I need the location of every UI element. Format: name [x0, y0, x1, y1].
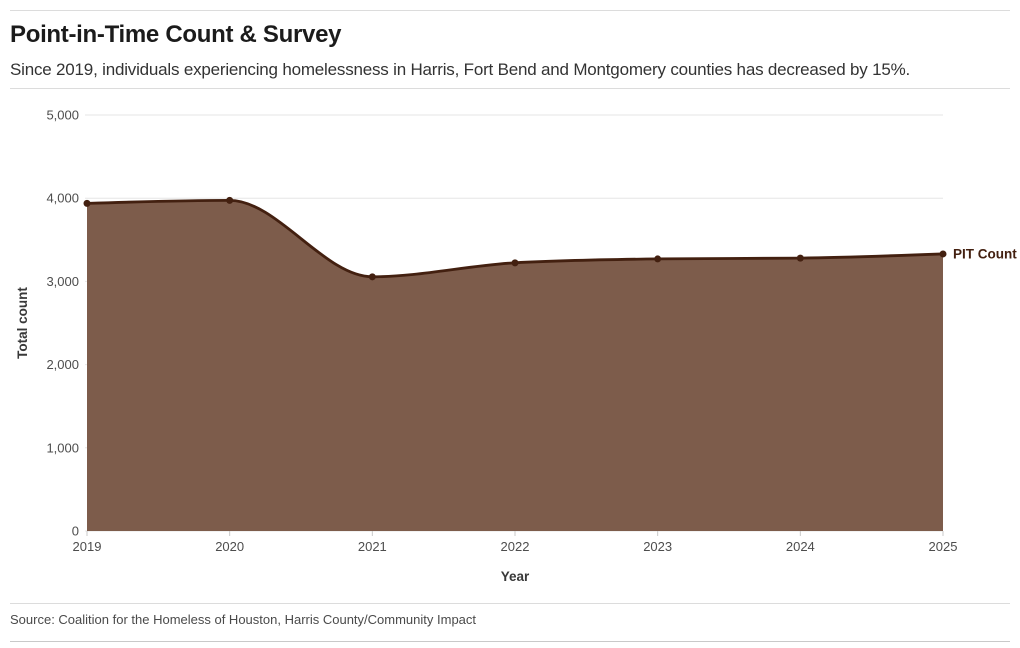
data-point-marker — [368, 273, 376, 281]
chart-title: Point-in-Time Count & Survey — [10, 21, 342, 48]
y-tick-label: 4,000 — [46, 191, 79, 206]
x-tick-label: 2024 — [786, 539, 815, 554]
y-tick-label: 2,000 — [46, 357, 79, 372]
y-tick-label: 1,000 — [46, 440, 79, 455]
x-tick-label: 2025 — [929, 539, 958, 554]
data-point-marker — [939, 250, 947, 258]
y-tick-label: 5,000 — [46, 108, 79, 123]
data-point-marker — [226, 196, 234, 204]
chart-subtitle: Since 2019, individuals experiencing hom… — [10, 60, 911, 79]
x-tick-label: 2020 — [215, 539, 244, 554]
bottom-divider — [10, 641, 1010, 642]
x-tick-label: 2021 — [358, 539, 387, 554]
source-credit: Source: Coalition for the Homeless of Ho… — [10, 612, 477, 627]
x-tick-label: 2023 — [643, 539, 672, 554]
area-fill — [87, 200, 943, 531]
x-tick-label: 2022 — [501, 539, 530, 554]
data-point-marker — [83, 199, 91, 207]
data-point-marker — [796, 254, 804, 262]
x-tick-label: 2019 — [73, 539, 102, 554]
x-axis-title: Year — [501, 569, 530, 584]
y-tick-label: 0 — [72, 524, 79, 539]
pit-count-area-chart: 0 1,000 2,000 3,000 4,000 5,000 2019 2020 2021 20… — [15, 108, 1017, 585]
y-tick-label: 3,000 — [46, 274, 79, 289]
y-axis-title: Total count — [15, 287, 30, 359]
top-divider — [10, 10, 1010, 11]
header-divider — [10, 88, 1010, 89]
data-point-marker — [654, 255, 662, 263]
data-point-marker — [511, 259, 519, 267]
series-label-pit-count: PIT Count — [953, 246, 1017, 261]
footer-divider — [10, 603, 1010, 604]
